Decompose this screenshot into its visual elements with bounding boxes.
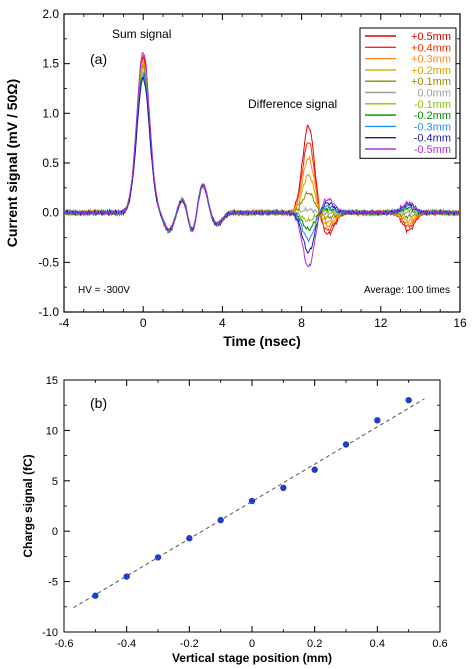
legend-label-a: -0.3mm xyxy=(414,121,451,133)
trace-line-a xyxy=(64,52,460,268)
y-tick-label-b: -5 xyxy=(48,577,58,589)
data-point-b xyxy=(280,484,287,492)
data-point-b xyxy=(217,516,224,524)
fit-line-b xyxy=(73,398,425,609)
x-tick-label-b: -0.2 xyxy=(180,638,199,650)
x-tick-label-a: 16 xyxy=(453,316,467,330)
y-axis-label-b: Charge signal (fC) xyxy=(21,454,35,557)
x-tick-label-b: 0.2 xyxy=(307,638,322,650)
y-tick-label-b: 5 xyxy=(52,476,58,488)
y-axis-label-a: Current signal (mV / 50Ω) xyxy=(4,79,20,247)
trace-line-a xyxy=(64,76,460,254)
y-tick-label-a: 0.5 xyxy=(42,156,59,170)
y-tick-label-b: 0 xyxy=(52,526,58,538)
difference-signal-annotation: Difference signal xyxy=(248,97,337,111)
x-tick-label-a: -4 xyxy=(59,316,70,330)
data-point-b xyxy=(92,592,99,599)
data-point-b xyxy=(374,417,381,424)
x-tick-label-a: 4 xyxy=(219,316,226,330)
plot-frame-b xyxy=(63,379,441,633)
legend-label-a: +0.1mm xyxy=(411,76,451,88)
hv-annotation: HV = -300V xyxy=(78,285,130,296)
legend-label-a: +0.4mm xyxy=(411,42,451,54)
legend-label-a: -0.5mm xyxy=(414,144,451,156)
legend-label-a: +0.2mm xyxy=(411,65,451,77)
data-point-b xyxy=(154,554,162,561)
legend-label-a: -0.4mm xyxy=(414,133,451,145)
y-tick-label-a: 1.0 xyxy=(42,106,59,120)
x-tick-label-b: 0 xyxy=(249,638,255,650)
legend-label-a: -0.1mm xyxy=(414,99,451,111)
y-tick-label-a: 1.5 xyxy=(42,57,59,71)
average-annotation: Average: 100 times xyxy=(364,285,450,296)
x-tick-label-b: 0.4 xyxy=(370,638,385,650)
legend-label-a: -0.2mm xyxy=(414,110,451,122)
x-axis-label-a: Time (nsec) xyxy=(223,333,301,349)
legend-label-a: +0.3mm xyxy=(411,54,451,66)
data-point-b xyxy=(405,396,412,404)
panel-label-b: (b) xyxy=(90,395,107,411)
y-tick-label-a: 0.0 xyxy=(42,206,59,220)
y-tick-label-a: 2.0 xyxy=(42,7,59,21)
data-point-b xyxy=(311,466,318,473)
x-tick-label-a: 8 xyxy=(298,316,305,330)
legend-label-a: 0.0mm xyxy=(417,88,451,100)
panel-a-current-signal-chart: -4 0 4 8 12 16 -1.0 -0.5 0.0 0.5 1.0 1.5 2.0 Time (ns… xyxy=(4,7,467,349)
panel-b-charge-signal-chart: -0.6 -0.4 -0.2 0 0.2 0.4 0.6 -10 -5 0 5 10 15 Vertica… xyxy=(21,375,448,665)
y-tick-label-b: 15 xyxy=(46,375,58,387)
traces-a xyxy=(64,52,460,268)
x-tick-label-b: -0.6 xyxy=(55,638,74,650)
data-point-b xyxy=(123,573,130,580)
y-tick-label-a: -1.0 xyxy=(38,305,59,319)
x-tick-label-b: -0.4 xyxy=(117,638,136,650)
y-tick-label-a: -0.5 xyxy=(38,255,59,269)
sum-signal-annotation: Sum signal xyxy=(112,27,171,41)
y-tick-label-b: 10 xyxy=(46,425,58,437)
x-tick-label-b: 0.6 xyxy=(432,638,447,650)
data-point-b xyxy=(342,441,350,448)
data-point-b xyxy=(248,497,256,505)
x-tick-label-a: 0 xyxy=(140,316,147,330)
panel-label-a: (a) xyxy=(90,51,107,67)
data-point-b xyxy=(186,535,193,542)
x-axis-label-b: Vertical stage position (mm) xyxy=(172,651,332,665)
y-tick-label-b: -10 xyxy=(42,627,58,639)
x-tick-label-a: 12 xyxy=(374,316,388,330)
legend-label-a: +0.5mm xyxy=(411,31,451,43)
